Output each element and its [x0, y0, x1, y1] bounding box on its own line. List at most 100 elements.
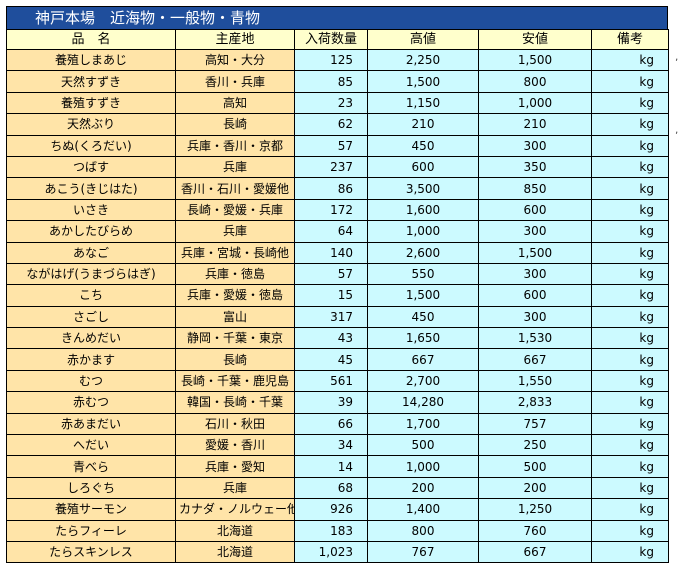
cell-quantity: 23: [294, 91, 368, 115]
cell-origin: 兵庫: [175, 220, 295, 243]
cell-quantity: 237: [294, 155, 368, 179]
cell-high-price: 2,250: [367, 48, 479, 72]
cell-origin: 愛媛・香川: [175, 434, 295, 457]
cell-quantity: 317: [294, 305, 368, 329]
cell-low-price: 210: [478, 113, 592, 136]
cell-origin: 高知・大分: [175, 48, 295, 72]
cell-origin: 富山: [175, 305, 295, 329]
table-row: あかしたびらめ 兵庫 64 1,000 300 kg: [6, 220, 669, 243]
cell-quantity: 68: [294, 476, 368, 500]
table-row: むつ 長崎・千葉・鹿児島 561 2,700 1,550 kg: [6, 369, 669, 393]
cell-remarks: kg: [591, 391, 669, 414]
cell-remarks: kg: [591, 327, 669, 350]
cell-origin: 静岡・千葉・東京: [175, 327, 295, 350]
cell-high-price: 1,000: [367, 455, 479, 478]
cell-quantity: 561: [294, 369, 368, 393]
side-mark: ‚: [675, 125, 679, 136]
table-row: 赤かます 長崎 45 667 667 kg: [6, 348, 669, 371]
cell-remarks: kg: [591, 134, 669, 157]
cell-remarks: kg: [591, 412, 669, 436]
header-remarks: 備考: [591, 29, 669, 50]
cell-name: むつ: [6, 369, 176, 393]
cell-low-price: 800: [478, 70, 592, 93]
cell-remarks: kg: [591, 70, 669, 93]
cell-quantity: 34: [294, 434, 368, 457]
header-name: 品 名: [6, 29, 176, 50]
table-row: たらフィーレ 北海道 183 800 760 kg: [6, 519, 669, 542]
cell-origin: 長崎・愛媛・兵庫: [175, 198, 295, 222]
table-row: いさき 長崎・愛媛・兵庫 172 1,600 600 kg: [6, 198, 669, 222]
cell-name: きんめだい: [6, 327, 176, 350]
table-row: 天然ぶり 長崎 62 210 210 kg: [6, 113, 669, 136]
cell-name: ちぬ(くろだい): [6, 134, 176, 157]
cell-high-price: 1,000: [367, 220, 479, 243]
cell-quantity: 64: [294, 220, 368, 243]
header-row: 品 名 主産地 入荷数量 高値 安値 備考: [6, 29, 669, 50]
cell-origin: 兵庫・愛知: [175, 455, 295, 478]
cell-quantity: 62: [294, 113, 368, 136]
cell-name: 青べら: [6, 455, 176, 478]
cell-quantity: 86: [294, 177, 368, 200]
cell-origin: 長崎・千葉・鹿児島: [175, 369, 295, 393]
cell-quantity: 85: [294, 70, 368, 93]
cell-origin: 香川・石川・愛媛他: [175, 177, 295, 200]
table-row: たらスキンレス 北海道 1,023 767 667 kg: [6, 540, 669, 563]
cell-remarks: kg: [591, 305, 669, 329]
cell-low-price: 300: [478, 220, 592, 243]
cell-low-price: 1,500: [478, 241, 592, 264]
cell-name: こち: [6, 284, 176, 307]
table-row: 天然すずき 香川・兵庫 85 1,500 800 kg: [6, 70, 669, 93]
price-sheet: 神戸本場 近海物・一般物・青物 品 名 主産地 入荷数量 高値 安値 備考 養殖…: [6, 6, 669, 563]
cell-remarks: kg: [591, 220, 669, 243]
sheet-title: 神戸本場 近海物・一般物・青物: [6, 6, 668, 29]
cell-origin: 韓国・長崎・千葉: [175, 391, 295, 414]
table-row: ちぬ(くろだい) 兵庫・香川・京都 57 450 300 kg: [6, 134, 669, 157]
cell-low-price: 250: [478, 434, 592, 457]
cell-origin: 高知: [175, 91, 295, 115]
cell-high-price: 450: [367, 134, 479, 157]
cell-high-price: 1,500: [367, 70, 479, 93]
cell-low-price: 300: [478, 262, 592, 286]
cell-name: さごし: [6, 305, 176, 329]
cell-quantity: 183: [294, 519, 368, 542]
cell-remarks: kg: [591, 284, 669, 307]
table-row: きんめだい 静岡・千葉・東京 43 1,650 1,530 kg: [6, 327, 669, 350]
cell-quantity: 926: [294, 498, 368, 521]
cell-origin: 石川・秋田: [175, 412, 295, 436]
cell-quantity: 172: [294, 198, 368, 222]
cell-remarks: kg: [591, 198, 669, 222]
cell-name: 養殖サーモン: [6, 498, 176, 521]
cell-high-price: 1,400: [367, 498, 479, 521]
table-row: あこう(きじはた) 香川・石川・愛媛他 86 3,500 850 kg: [6, 177, 669, 200]
cell-remarks: kg: [591, 155, 669, 179]
table-row: 養殖しまあじ 高知・大分 125 2,250 1,500 kg: [6, 48, 669, 72]
cell-name: いさき: [6, 198, 176, 222]
cell-name: 養殖すずき: [6, 91, 176, 115]
cell-quantity: 57: [294, 134, 368, 157]
cell-name: 養殖しまあじ: [6, 48, 176, 72]
cell-low-price: 1,530: [478, 327, 592, 350]
cell-name: あなご: [6, 241, 176, 264]
cell-high-price: 500: [367, 434, 479, 457]
cell-high-price: 200: [367, 476, 479, 500]
cell-remarks: kg: [591, 455, 669, 478]
cell-low-price: 757: [478, 412, 592, 436]
cell-low-price: 500: [478, 455, 592, 478]
cell-high-price: 450: [367, 305, 479, 329]
table-row: こち 兵庫・愛媛・徳島 15 1,500 600 kg: [6, 284, 669, 307]
cell-origin: 北海道: [175, 519, 295, 542]
cell-high-price: 1,650: [367, 327, 479, 350]
table-row: 赤むつ 韓国・長崎・千葉 39 14,280 2,833 kg: [6, 391, 669, 414]
table-body: 養殖しまあじ 高知・大分 125 2,250 1,500 kg 天然すずき 香川・兵庫 85 1,…: [6, 48, 669, 563]
cell-high-price: 3,500: [367, 177, 479, 200]
header-origin: 主産地: [175, 29, 295, 50]
cell-name: 天然ぶり: [6, 113, 176, 136]
cell-low-price: 600: [478, 198, 592, 222]
cell-low-price: 667: [478, 540, 592, 563]
cell-low-price: 300: [478, 305, 592, 329]
cell-high-price: 2,600: [367, 241, 479, 264]
table-row: 青べら 兵庫・愛知 14 1,000 500 kg: [6, 455, 669, 478]
cell-origin: 長崎: [175, 348, 295, 371]
cell-origin: 兵庫: [175, 476, 295, 500]
cell-name: ながはげ(うまづらはぎ): [6, 262, 176, 286]
